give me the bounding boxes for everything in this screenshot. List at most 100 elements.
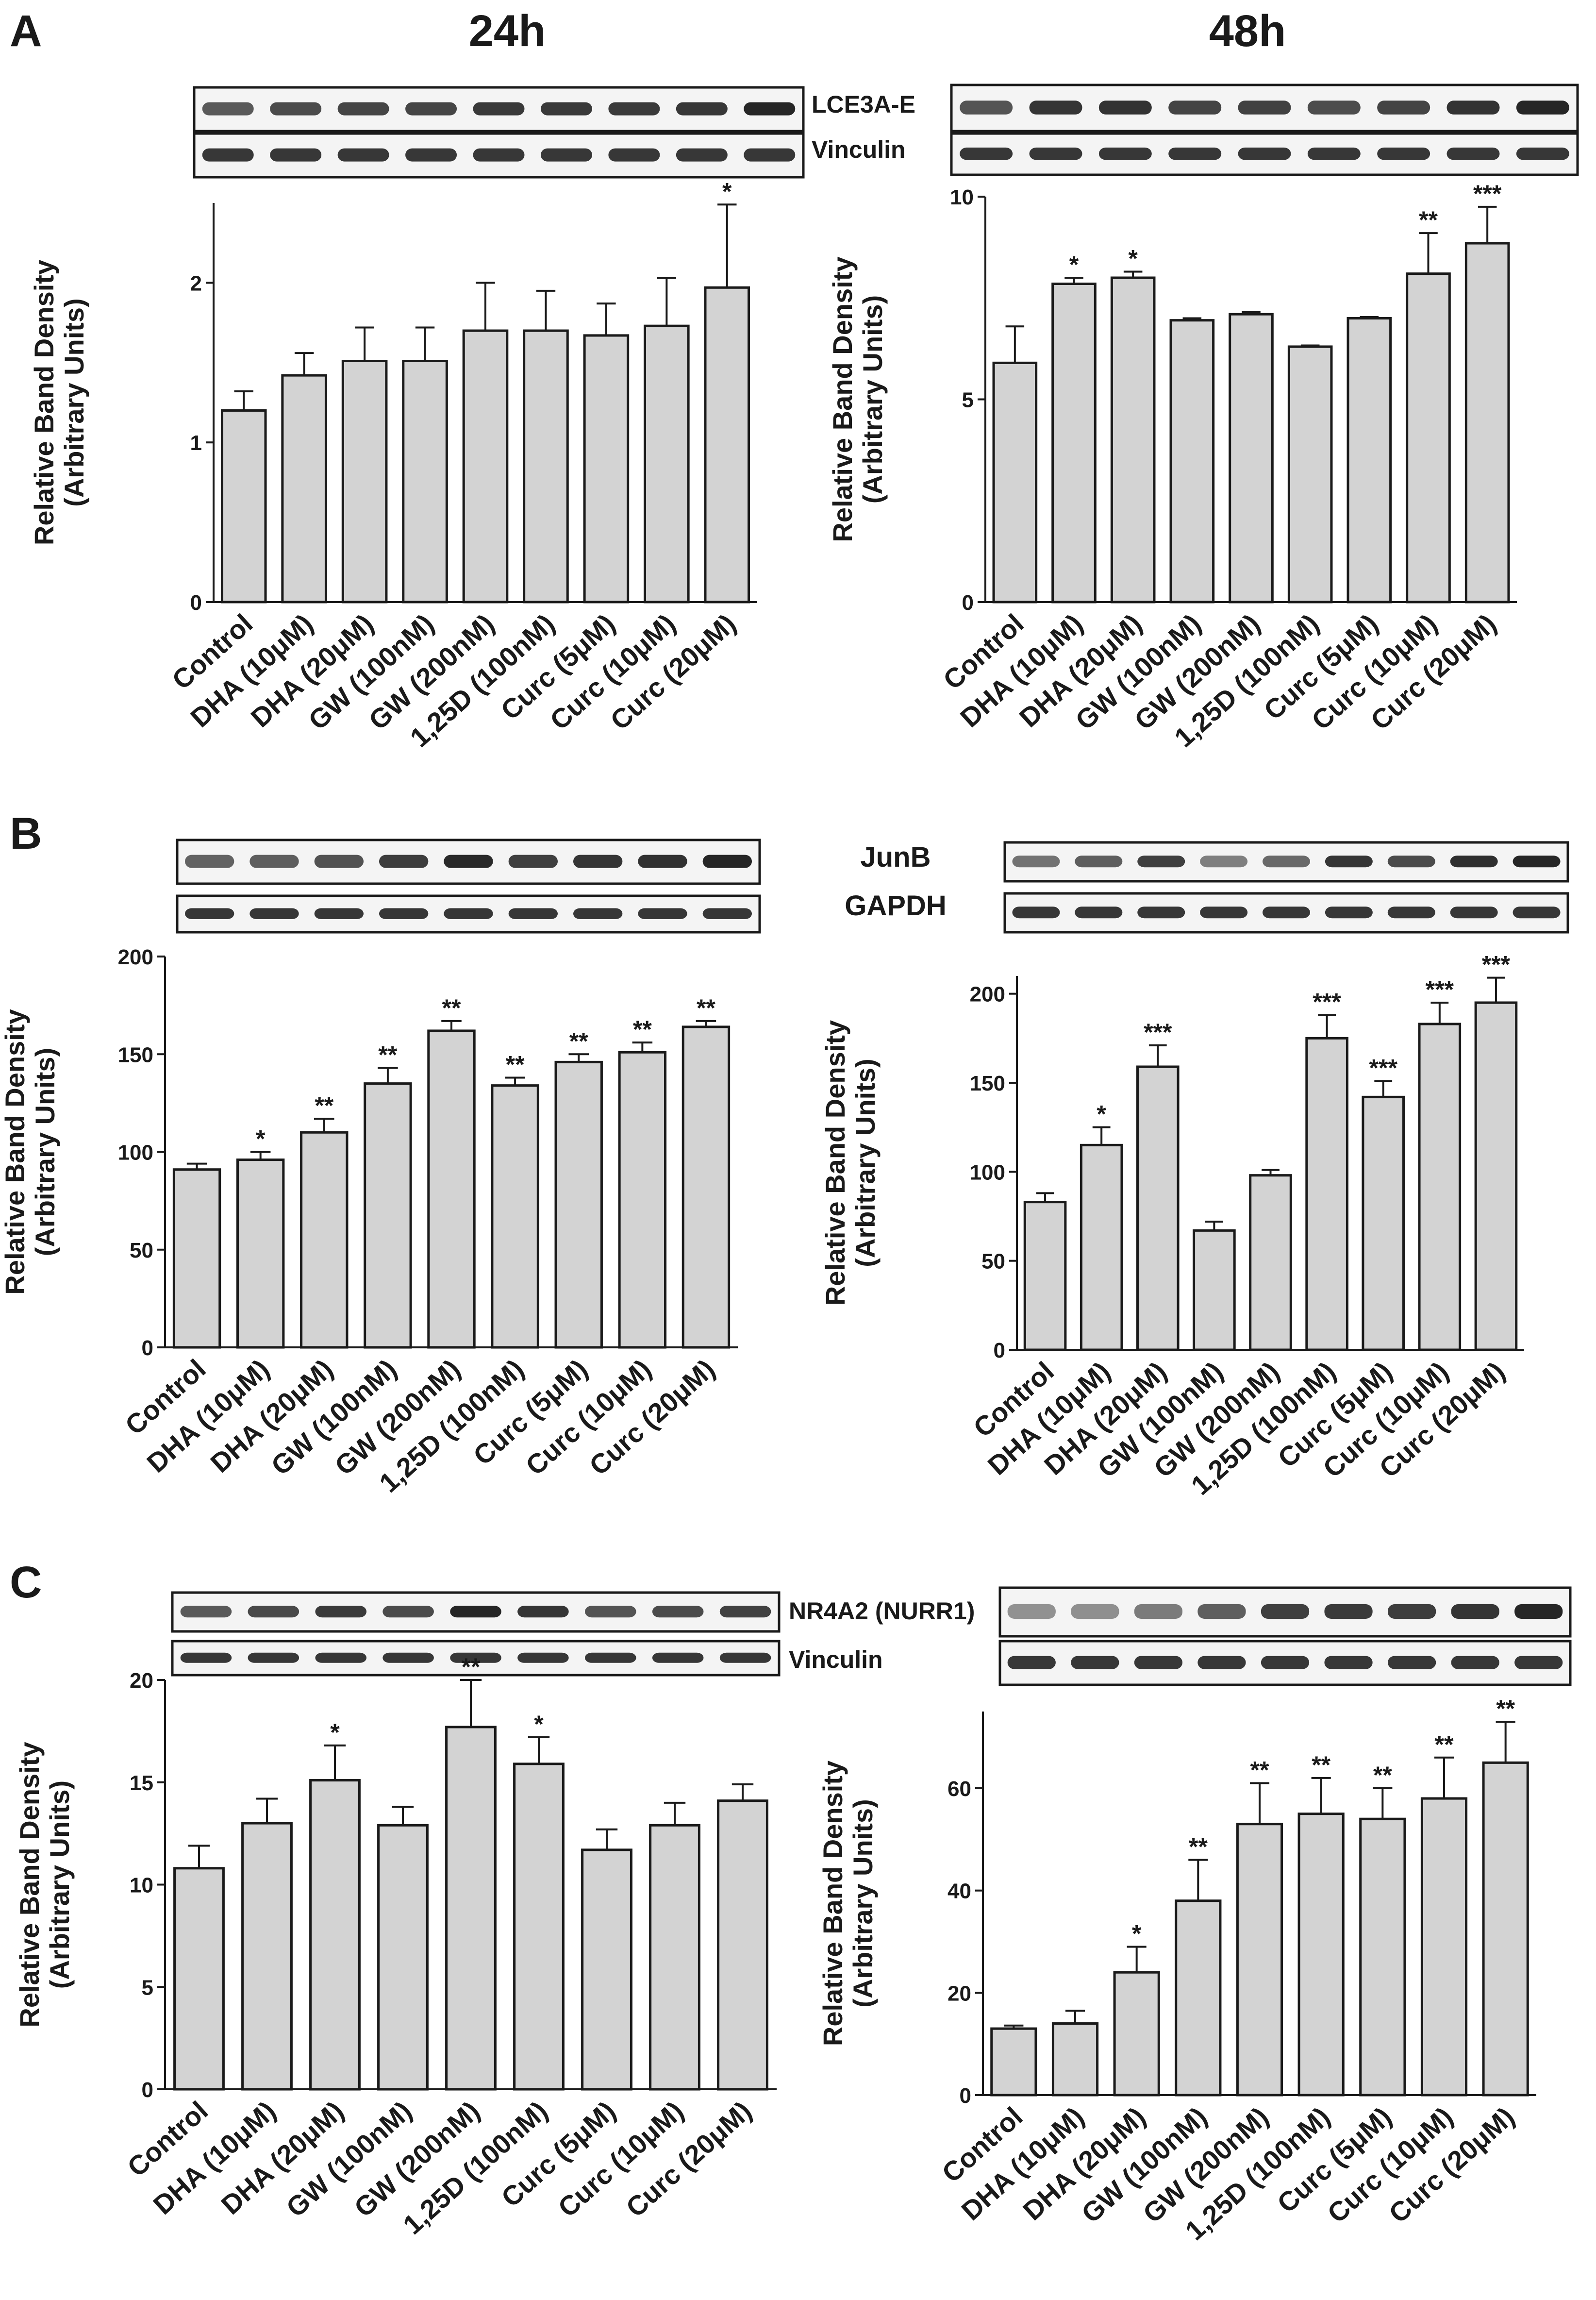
panel-b-48h-bar-5 [1305,1037,1348,1351]
panel-c-24h-bar-4 [445,1726,497,2091]
panel-c-24h-blot-band [315,1652,366,1663]
panel-a-24h-blot-band [473,148,525,162]
panel-b-24h-blot-band [314,855,364,868]
panel-b-24h-blot-band [185,855,234,868]
panel-b-48h-significance-6: *** [1369,1054,1398,1081]
panel-letter-A: A [10,6,42,56]
panel-c-48h-blot-band [1197,1656,1246,1669]
panel-a-24h-bar-2 [341,360,388,604]
panel-c-24h-significance-4: ** [462,1653,481,1680]
panel-a-24h-blot-band [270,148,322,162]
panel-a-48h-blot-band [1377,147,1430,160]
panel-c-24h-blot-band [652,1606,704,1618]
panel-c-48h-blot-band [1261,1656,1310,1669]
blot-label-vinculin: Vinculin [812,136,906,163]
panel-c-24h-y-label: (Arbitrary Units) [44,1780,75,1989]
panel-a-48h-blot-band [1377,101,1430,115]
panel-c-24h-bar-6 [581,1848,632,2091]
panel-c-24h-bar-1 [241,1822,293,2091]
panel-b-48h-y-tick-label: 100 [970,1160,1005,1184]
panel-b-48h-blot-band [1263,907,1310,919]
panel-letter-C: C [10,1558,42,1607]
panel-b-24h-y-label: Relative Band Density [0,1009,30,1294]
panel-a-24h-blot-band [676,102,728,116]
panel-a-48h-blot-band [1168,147,1222,160]
panel-a-24h-blot-band [202,148,254,162]
panel-a-48h-blot-band [960,101,1013,115]
panel-b-24h-y-tick-label: 150 [118,1043,153,1067]
panel-c-48h-bar-8 [1482,1761,1529,2097]
panel-c-48h-blot-band [1007,1604,1056,1619]
panel-a-48h-blot-band [1516,147,1569,160]
panel-b-24h-blot-band [638,855,687,868]
panel-b-24h-blot-band [573,908,623,919]
panel-a-48h-blot-band [1446,101,1500,115]
panel-a-24h-y-tick-label: 0 [190,591,202,615]
panel-c-48h-y-tick-label: 0 [960,2084,971,2108]
panel-c-24h-bar-2 [309,1779,361,2091]
panel-c-48h-significance-4: ** [1250,1756,1269,1783]
blot-label-gapdh: GAPDH [845,890,946,922]
panel-a-48h-bar-8 [1464,242,1510,604]
panel-a-48h-bar-0 [992,361,1038,604]
panel-b-24h-blot-band [249,908,299,919]
panel-b-48h-bar-8 [1474,1001,1518,1351]
panel-c-24h-blot-band [652,1652,704,1663]
column-title-48h: 48h [1209,6,1286,56]
panel-a-48h-blot-band [1098,147,1152,160]
panel-b-24h-significance-4: ** [442,994,461,1022]
panel-c-48h-y-tick-label: 40 [948,1880,971,1903]
panel-b-48h-blot-band [1450,856,1498,868]
panel-c-24h-blot-band [315,1606,366,1618]
panel-b-48h-significance-7: *** [1426,976,1454,1003]
panel-b-48h-blot-band [1325,856,1373,868]
panel-a-24h-bar-8 [704,286,750,604]
panel-b-48h-bar-2 [1136,1065,1180,1351]
panel-c-48h-bar-6 [1359,1817,1406,2097]
panel-a-48h-y-label: Relative Band Density [827,256,858,542]
panel-c-24h-bar-5 [513,1763,565,2091]
panel-b-24h-y-tick-label: 0 [142,1336,153,1360]
panel-a-48h-significance-7: ** [1419,206,1438,234]
panel-a-24h-y-label: (Arbitrary Units) [59,298,89,506]
panel-b-24h-bar-6 [554,1060,603,1349]
panel-b-48h-bar-0 [1023,1201,1067,1351]
panel-c-48h-y-tick-label: 60 [948,1777,971,1801]
panel-a-24h-blot-band [337,102,389,116]
panel-a-48h-blot-band [1446,147,1500,160]
panel-a-48h-blot-band [1098,101,1152,115]
blot-label-lce3a-e: LCE3A-E [812,91,915,118]
panel-b-48h-blot-band [1075,856,1123,868]
panel-c-48h-y-label: Relative Band Density [817,1761,848,2046]
panel-c-24h-y-tick-label: 5 [142,1976,153,1999]
panel-a-48h-bar-3 [1169,319,1215,604]
panel-b-48h-blot-band [1387,856,1435,868]
panel-c-48h-blot-band [1197,1604,1246,1619]
panel-c-24h-y-tick-label: 10 [130,1874,153,1897]
panel-b-24h-y-tick-label: 200 [118,945,153,969]
panel-b-24h-bar-4 [427,1029,476,1349]
panel-a-48h-y-label: (Arbitrary Units) [857,295,888,504]
panel-a-48h-bar-6 [1347,317,1392,604]
panel-a-48h-blot-band [1168,101,1222,115]
panel-c-48h-bar-1 [1051,2022,1099,2097]
panel-b-24h-bar-5 [491,1084,539,1349]
panel-b-48h-blot-band [1137,856,1185,868]
panel-c-24h-blot-band [450,1652,501,1663]
panel-b-24h-bar-7 [618,1051,667,1349]
panel-c-48h-blot-band [1388,1604,1436,1619]
panel-c-48h-blot-band [1324,1656,1373,1669]
panel-c-24h-y-tick-label: 0 [142,2078,153,2102]
panel-b-24h-blot-band [444,908,493,919]
panel-a-24h-y-label: Relative Band Density [29,260,59,545]
blot-label-vinculin: Vinculin [789,1646,883,1673]
panel-c-24h-blot-band [719,1652,771,1663]
panel-a-24h-blot-band [405,102,457,116]
panel-c-48h-bar-3 [1175,1899,1222,2097]
panel-c-48h-y-tick-label: 20 [948,1981,971,2005]
panel-a-24h-blot-band [270,102,322,116]
panel-b-48h-blot-band [1200,856,1248,868]
panel-b-48h-bar-6 [1362,1095,1405,1351]
panel-b-48h-blot-band [1200,907,1248,919]
panel-a-24h-blot-band [473,102,525,116]
